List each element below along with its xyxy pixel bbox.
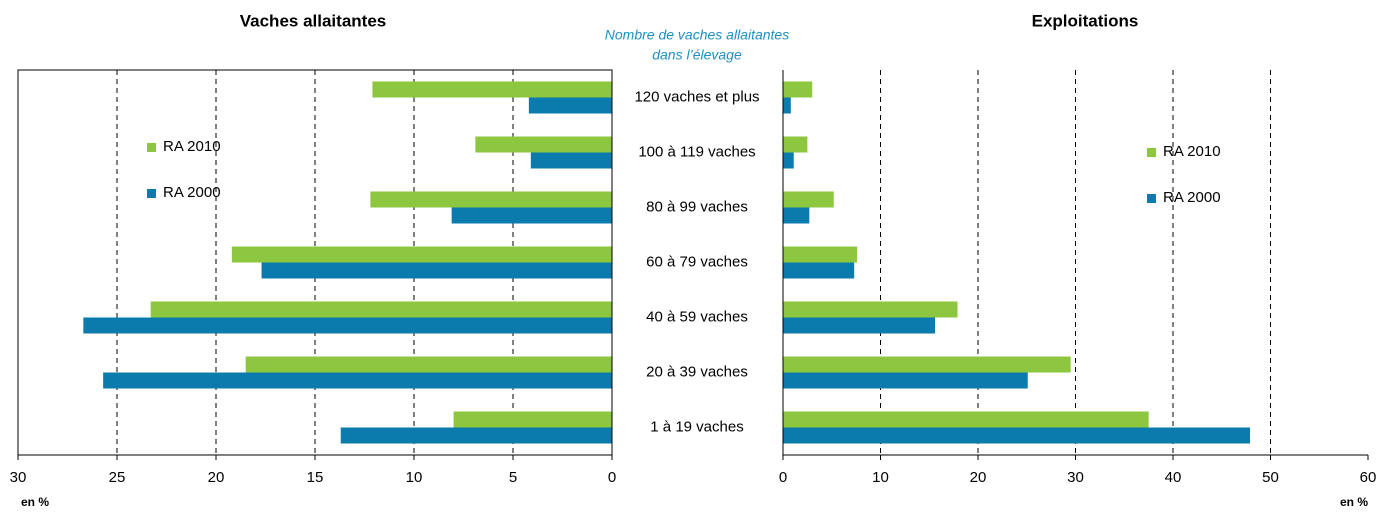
x-tick-label: 5 xyxy=(509,469,517,486)
category-label: 1 à 19 vaches xyxy=(650,418,743,435)
category-label: 100 à 119 vaches xyxy=(638,143,755,160)
bar xyxy=(783,81,813,98)
bar xyxy=(783,136,808,153)
bar xyxy=(150,301,612,318)
legend-label: RA 2000 xyxy=(1163,189,1221,206)
x-tick-label: 20 xyxy=(970,469,987,486)
legend-swatch xyxy=(1147,148,1156,157)
bar xyxy=(370,191,612,208)
legend-swatch xyxy=(147,189,156,198)
bar xyxy=(372,81,612,98)
x-tick-label: 10 xyxy=(872,469,889,486)
bar xyxy=(783,262,855,279)
legend-swatch xyxy=(1147,194,1156,203)
axis-line xyxy=(782,70,1368,456)
bar xyxy=(783,372,1028,389)
legend-label: RA 2000 xyxy=(163,184,221,201)
bar xyxy=(83,317,613,334)
x-tick-label: 10 xyxy=(406,469,423,486)
bar xyxy=(340,427,612,444)
x-tick-label: 20 xyxy=(208,469,225,486)
bar xyxy=(783,427,1251,444)
bar xyxy=(528,97,612,114)
legend-label: RA 2010 xyxy=(1163,143,1221,160)
bar xyxy=(530,152,612,169)
x-tick-label: 0 xyxy=(608,469,616,486)
bar xyxy=(783,411,1149,428)
plot-frame xyxy=(17,69,613,456)
bar xyxy=(261,262,612,279)
bar xyxy=(783,152,794,169)
legend-label: RA 2010 xyxy=(163,138,221,155)
bar xyxy=(231,246,612,263)
x-tick-label: 15 xyxy=(307,469,324,486)
bar xyxy=(783,301,958,318)
category-label: 60 à 79 vaches xyxy=(646,253,748,270)
chart-title: Vaches allaitantes xyxy=(240,11,386,30)
bar xyxy=(783,97,791,114)
bar xyxy=(453,411,612,428)
bar xyxy=(245,356,612,373)
chart-title: Exploitations xyxy=(1032,11,1139,30)
x-tick-label: 60 xyxy=(1360,469,1377,486)
category-label: 80 à 99 vaches xyxy=(646,198,748,215)
bar xyxy=(451,207,612,224)
x-axis-label: en % xyxy=(21,495,49,509)
category-label: 20 à 39 vaches xyxy=(646,363,748,380)
bar xyxy=(783,356,1071,373)
category-label: 120 vaches et plus xyxy=(634,88,759,105)
x-axis-label: en % xyxy=(1340,495,1368,509)
bar xyxy=(475,136,612,153)
x-tick-label: 50 xyxy=(1262,469,1279,486)
x-tick-label: 30 xyxy=(10,469,27,486)
x-tick-label: 30 xyxy=(1067,469,1084,486)
x-tick-label: 25 xyxy=(109,469,126,486)
bar xyxy=(783,207,810,224)
annotation: dans l’élevage xyxy=(652,47,742,63)
x-tick-label: 40 xyxy=(1165,469,1182,486)
x-tick-label: 0 xyxy=(779,469,787,486)
bar xyxy=(783,317,936,334)
bar xyxy=(783,246,858,263)
bar xyxy=(103,372,612,389)
bar xyxy=(783,191,834,208)
legend-swatch xyxy=(147,143,156,152)
annotation: Nombre de vaches allaitantes xyxy=(605,27,789,43)
category-label: 40 à 59 vaches xyxy=(646,308,748,325)
